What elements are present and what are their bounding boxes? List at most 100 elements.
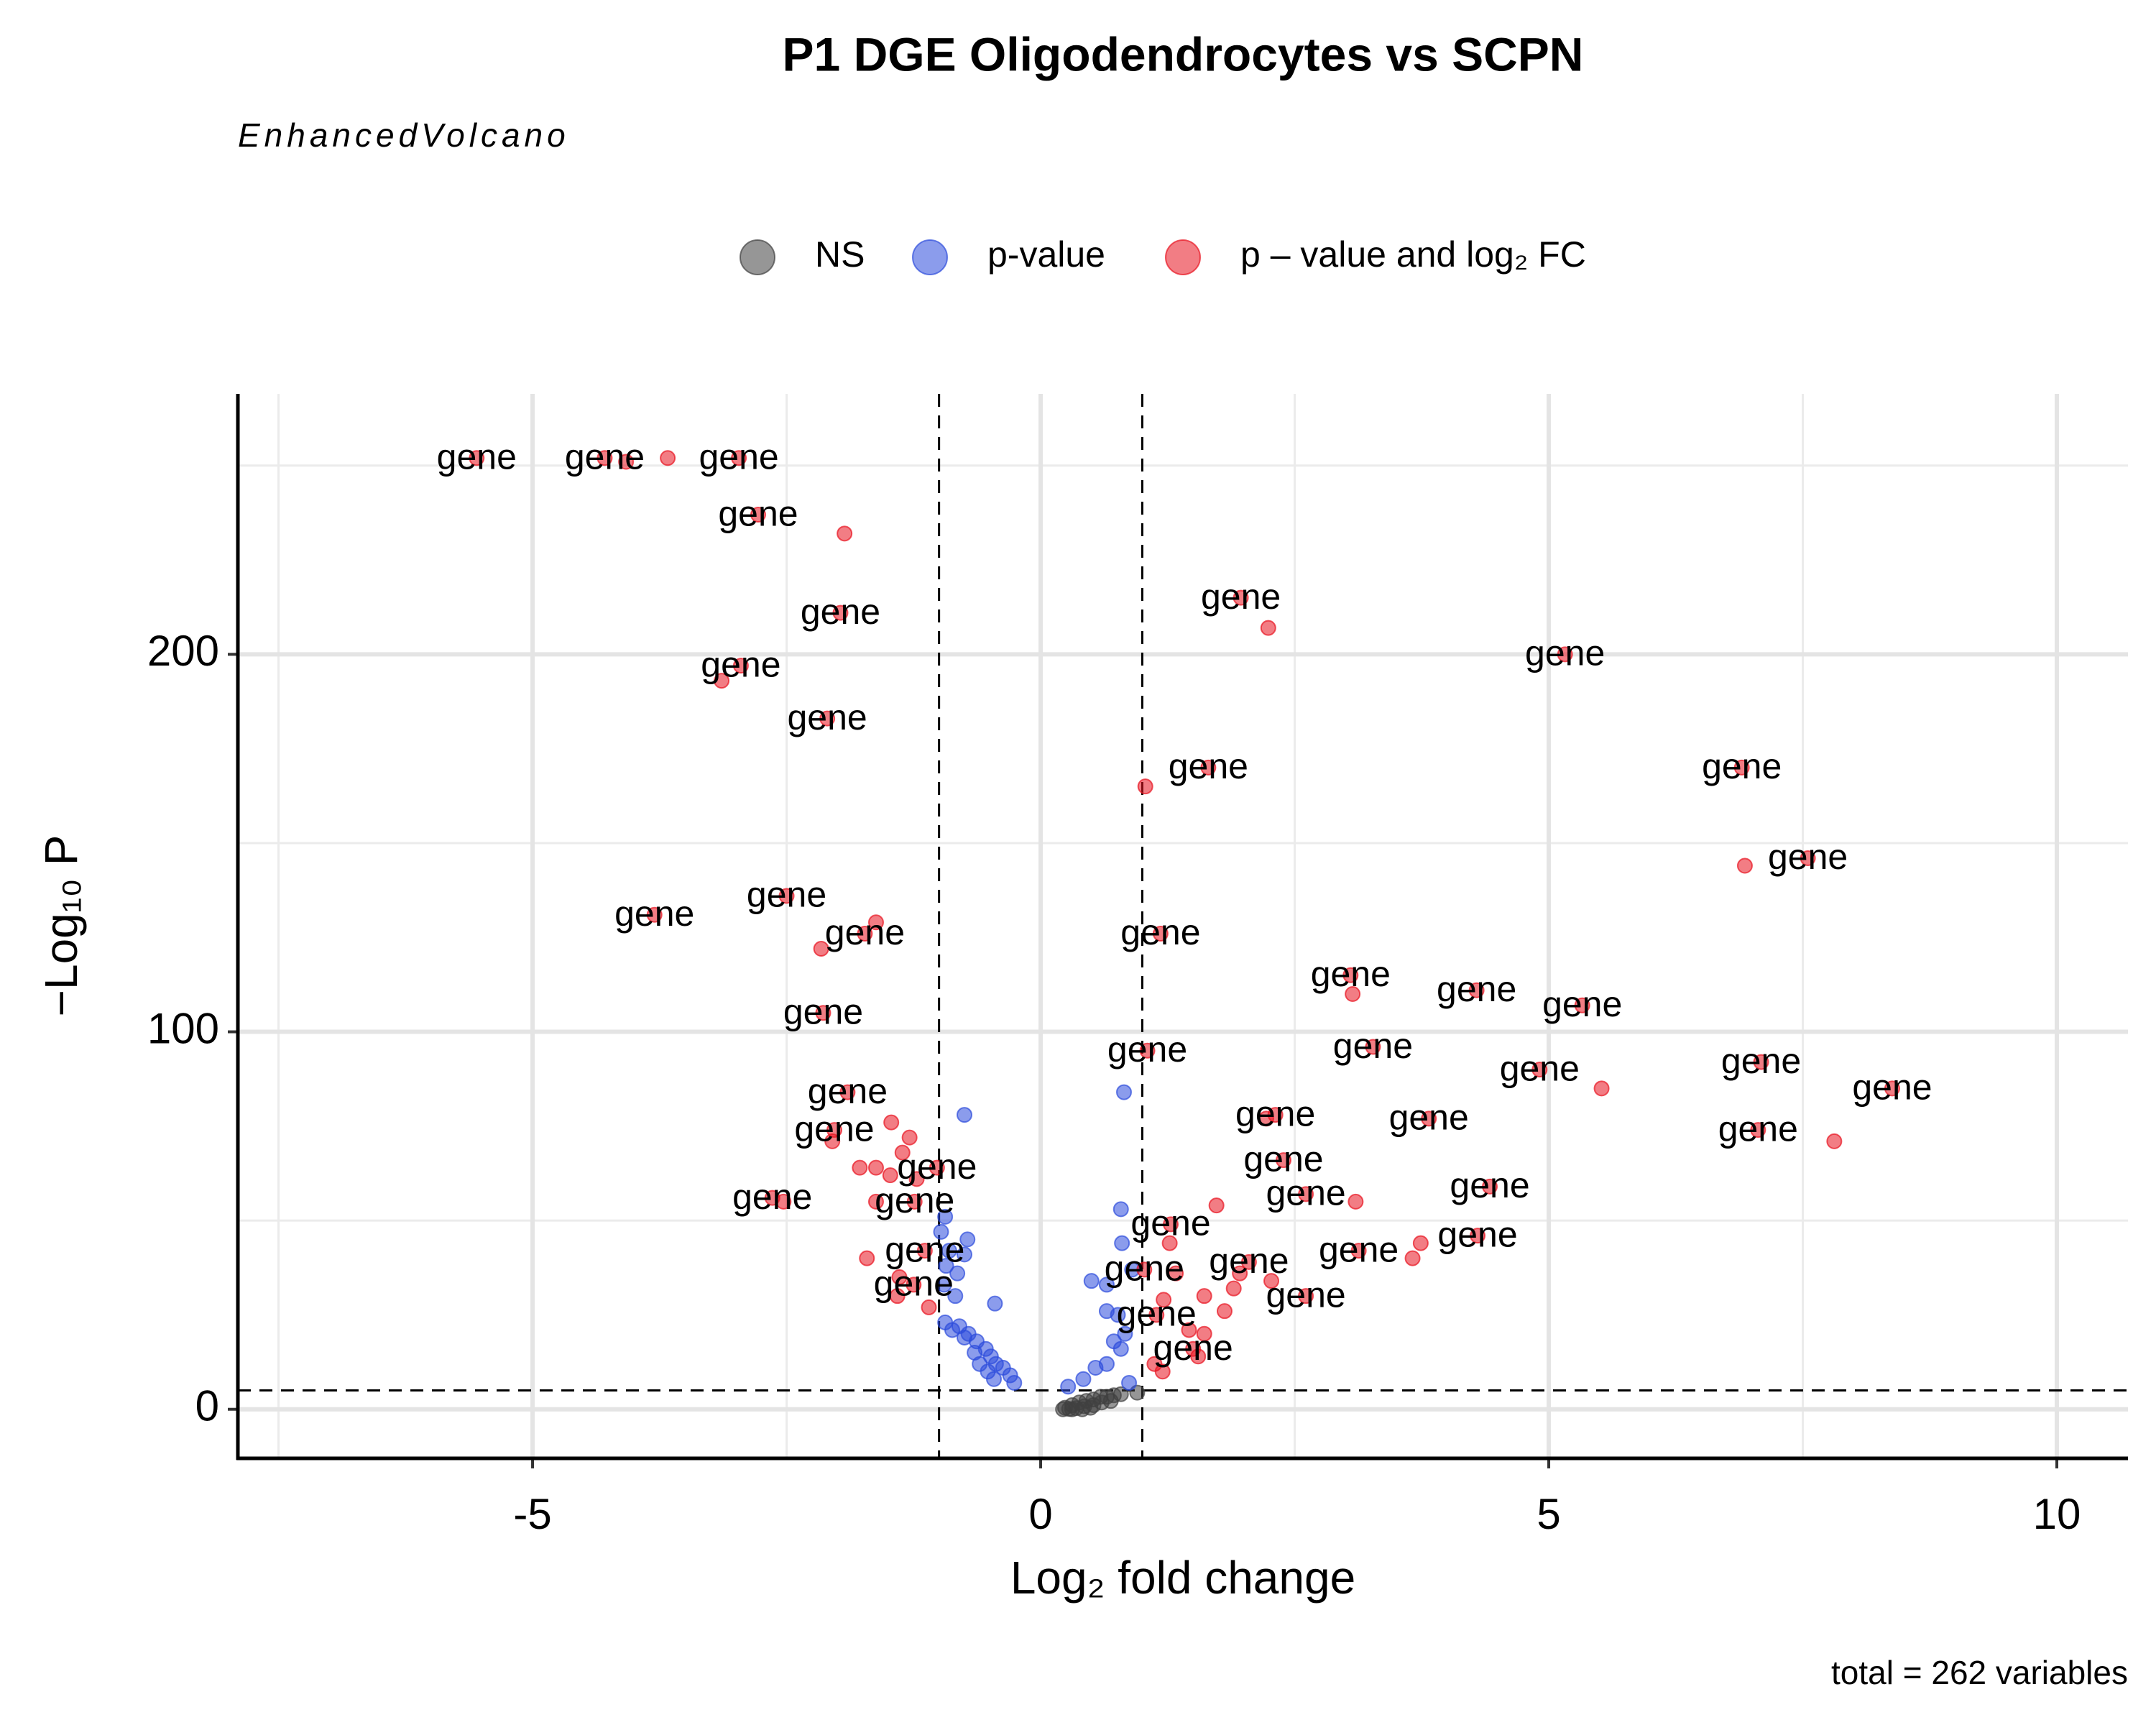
point-label: gene: [1107, 1029, 1187, 1070]
chart-title: P1 DGE Oligodendrocytes vs SCPN: [783, 27, 1584, 80]
point-label: gene: [1437, 969, 1516, 1009]
point: [618, 454, 635, 470]
point: [1574, 997, 1590, 1013]
point: [1260, 620, 1276, 636]
point: [882, 1167, 898, 1184]
point: [1826, 1133, 1843, 1149]
point: [1117, 1325, 1133, 1342]
point: [867, 1159, 884, 1176]
point: [1733, 759, 1750, 776]
point-label: gene: [1235, 1093, 1315, 1133]
point: [1800, 850, 1816, 866]
point: [1152, 926, 1169, 942]
point-label: gene: [1266, 1173, 1345, 1213]
point: [1482, 1178, 1498, 1195]
point: [1163, 1216, 1179, 1233]
point: [1200, 759, 1217, 776]
point-label: gene: [1718, 1108, 1798, 1149]
point-label: gene: [875, 1180, 954, 1220]
chart-subtitle: EnhancedVolcano: [238, 116, 570, 154]
point: [1216, 1303, 1233, 1320]
x-axis-title: Log₂ fold change: [1010, 1552, 1355, 1604]
point: [956, 1329, 972, 1346]
point: [1114, 1235, 1130, 1251]
point-label: gene: [897, 1146, 977, 1187]
point-label: gene: [701, 644, 780, 684]
point: [857, 926, 873, 942]
point: [1298, 1186, 1314, 1202]
point: [987, 1295, 1003, 1312]
point: [929, 1159, 945, 1176]
point: [1102, 1393, 1119, 1409]
point-label: gene: [1311, 954, 1391, 994]
point: [1196, 1288, 1212, 1305]
point-label: gene: [1105, 1248, 1184, 1289]
point: [1298, 1288, 1314, 1305]
point: [938, 1258, 954, 1274]
point-label: gene: [1437, 1214, 1517, 1254]
point: [944, 1322, 961, 1338]
point: [824, 1133, 841, 1149]
point: [732, 658, 749, 674]
point: [1098, 1276, 1115, 1293]
point: [1750, 1122, 1766, 1138]
legend-label: p – value and log₂ FC: [1240, 234, 1586, 275]
x-tick-label: 10: [2033, 1490, 2081, 1538]
point: [1112, 1340, 1129, 1357]
point: [646, 906, 663, 923]
point: [852, 1159, 868, 1176]
point-label: gene: [1120, 912, 1200, 952]
point: [1137, 778, 1153, 795]
point: [819, 710, 836, 727]
point: [1470, 1228, 1486, 1244]
point: [1345, 986, 1361, 1003]
y-tick-label: 200: [147, 627, 219, 675]
point-label: gene: [783, 991, 863, 1031]
point-label: gene: [787, 697, 867, 737]
legend-label: p-value: [987, 234, 1105, 275]
point-label: gene: [732, 1177, 812, 1217]
point: [1208, 1197, 1225, 1214]
point: [1233, 589, 1249, 606]
point: [1468, 982, 1485, 998]
point: [986, 1371, 1002, 1387]
point-label: gene: [1201, 576, 1281, 617]
point: [933, 1223, 949, 1240]
point: [1258, 1110, 1274, 1127]
point-label: gene: [1768, 837, 1848, 877]
point-label: gene: [614, 893, 694, 934]
point: [1190, 1348, 1207, 1365]
point-label: gene: [808, 1071, 888, 1111]
point-label: gene: [825, 912, 905, 952]
point: [956, 1246, 972, 1263]
point: [778, 888, 795, 904]
point: [1161, 1235, 1178, 1251]
point: [956, 1107, 972, 1123]
point: [1115, 1084, 1132, 1100]
point: [1136, 1261, 1153, 1278]
point: [1112, 1201, 1129, 1218]
point-label: gene: [1702, 746, 1782, 786]
point: [1148, 1307, 1165, 1323]
point: [837, 525, 853, 542]
point-label: gene: [1130, 1203, 1210, 1243]
point: [949, 1265, 966, 1282]
point-label: gene: [1542, 984, 1622, 1024]
point: [1421, 1110, 1437, 1127]
y-tick-label: 0: [195, 1382, 219, 1430]
point: [469, 450, 485, 466]
point: [1275, 1152, 1291, 1169]
point: [947, 1288, 964, 1305]
point-label: gene: [718, 493, 798, 533]
point: [916, 1243, 933, 1259]
point-label: gene: [1525, 633, 1605, 673]
point: [1593, 1080, 1610, 1097]
x-tick-label: -5: [513, 1490, 551, 1538]
point-label: gene: [1500, 1048, 1580, 1088]
point: [1060, 1379, 1077, 1395]
point: [1557, 646, 1573, 663]
point: [1350, 1243, 1367, 1259]
point-label: gene: [885, 1229, 964, 1269]
